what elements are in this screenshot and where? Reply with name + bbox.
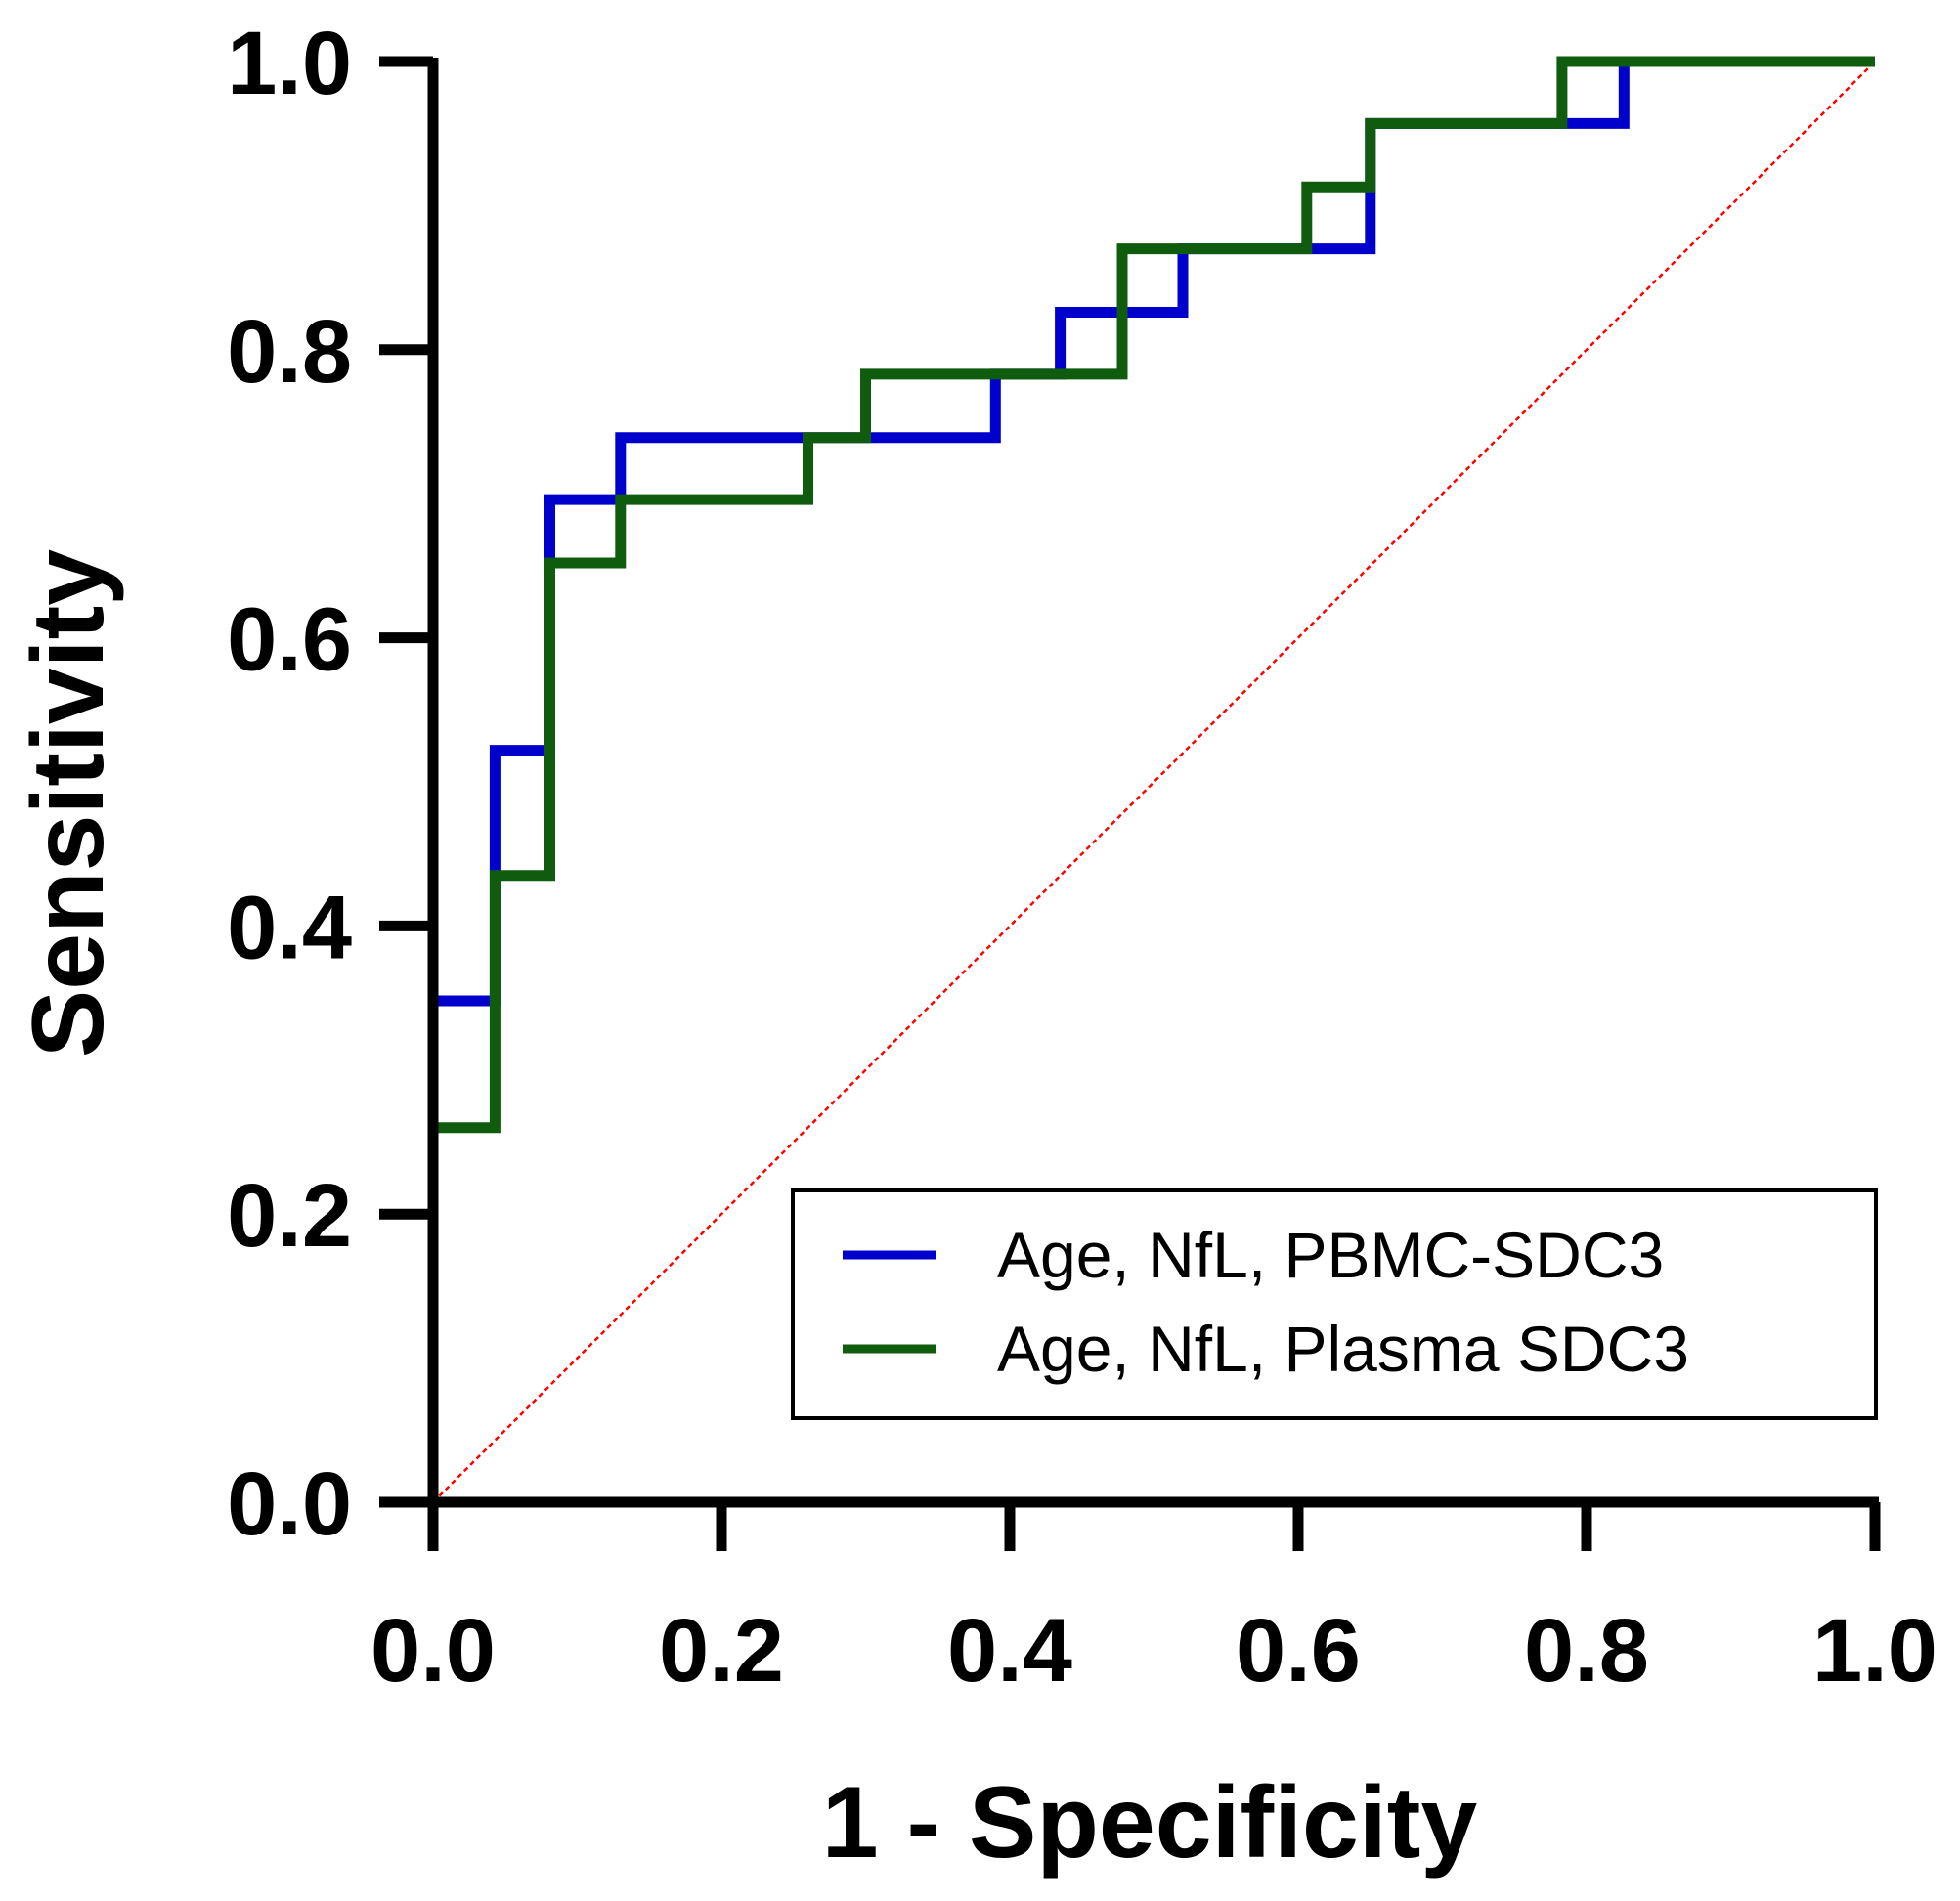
x-tick-label: 0.8 xyxy=(1524,1601,1649,1701)
x-tick-label: 0.4 xyxy=(947,1601,1072,1701)
legend-box xyxy=(791,1188,1878,1420)
x-axis-title: 1 - Specificity xyxy=(822,1766,1478,1879)
y-tick-label: 0.6 xyxy=(227,590,352,690)
x-tick-label: 1.0 xyxy=(1812,1601,1938,1701)
x-tick-label: 0.2 xyxy=(659,1601,784,1701)
series-line-1 xyxy=(427,56,1875,1502)
x-tick-label: 0.0 xyxy=(370,1601,496,1701)
legend-label-plasma-sdc3: Age, NfL, Plasma SDC3 xyxy=(997,1313,1689,1385)
reference-diagonal-line xyxy=(432,61,1876,1503)
x-tick-label: 0.6 xyxy=(1236,1601,1361,1701)
y-tick-label: 0.0 xyxy=(227,1454,352,1554)
y-tick-label: 0.4 xyxy=(227,878,352,977)
y-tick-label: 0.8 xyxy=(227,302,352,402)
axes: 0.0 0.2 0.4 0.6 0.8 1.0 0.0 0.2 0.4 0.6 0.8 1.0 xyxy=(227,14,1938,1701)
plot-area xyxy=(427,56,1876,1503)
y-tick-label: 0.2 xyxy=(227,1166,352,1266)
y-tick-label: 1.0 xyxy=(227,14,352,113)
legend-label-pbmc-sdc3: Age, NfL, PBMC-SDC3 xyxy=(997,1219,1664,1291)
legend: Age, NfL, PBMC-SDC3 Age, NfL, Plasma SDC… xyxy=(791,1188,1878,1420)
y-axis-title: Sensitivity xyxy=(12,549,125,1058)
